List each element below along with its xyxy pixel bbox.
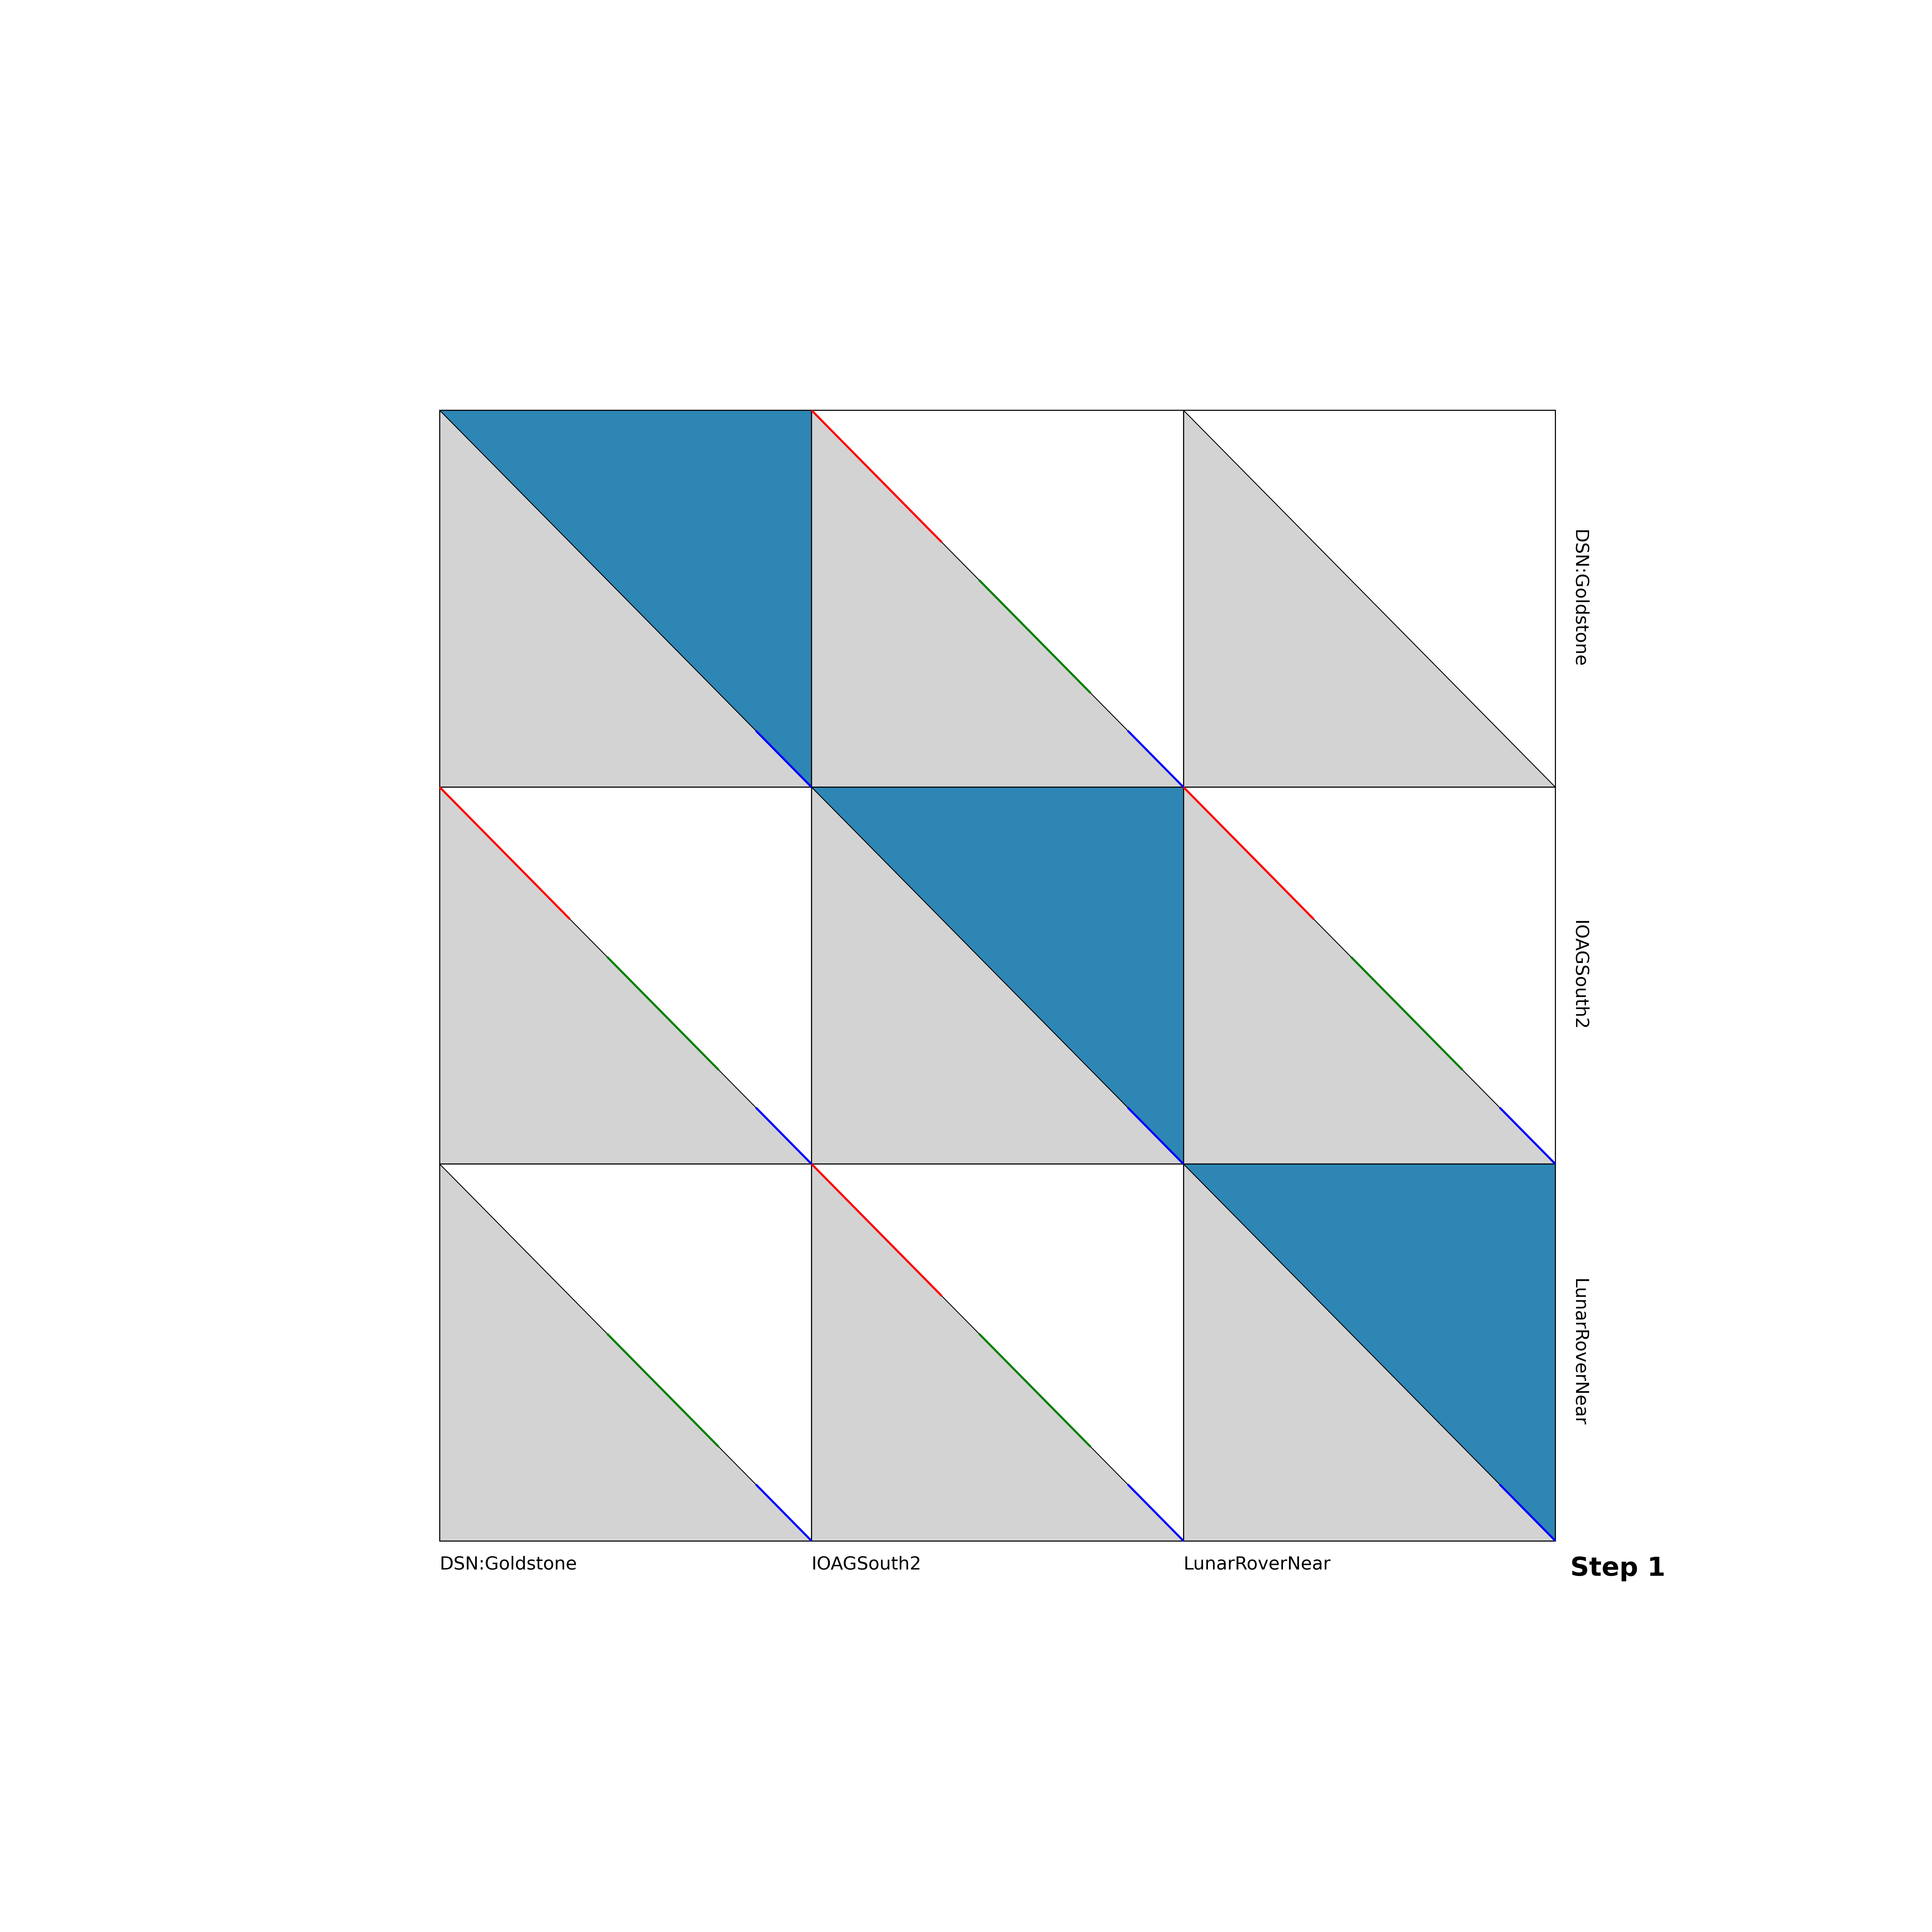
Polygon shape	[811, 786, 1184, 1165]
Polygon shape	[811, 1165, 1184, 1542]
Text: LunarRoverNear: LunarRoverNear	[1184, 1555, 1331, 1573]
Polygon shape	[1184, 410, 1555, 786]
Polygon shape	[1184, 786, 1555, 1165]
Polygon shape	[1184, 1165, 1555, 1542]
Polygon shape	[440, 410, 811, 786]
Text: DSN:Goldstone: DSN:Goldstone	[1571, 529, 1588, 667]
Polygon shape	[1184, 1165, 1555, 1542]
Polygon shape	[440, 786, 811, 1165]
Text: IOAGSouth2: IOAGSouth2	[1571, 922, 1588, 1030]
Polygon shape	[440, 1165, 811, 1542]
Text: Step 1: Step 1	[1571, 1555, 1665, 1580]
Polygon shape	[811, 786, 1184, 1165]
Polygon shape	[811, 410, 1184, 786]
Polygon shape	[440, 1165, 811, 1542]
Polygon shape	[1184, 410, 1555, 786]
Text: IOAGSouth2: IOAGSouth2	[811, 1555, 922, 1573]
Text: LunarRoverNear: LunarRoverNear	[1571, 1279, 1588, 1426]
Polygon shape	[811, 1165, 1184, 1542]
Polygon shape	[1184, 786, 1555, 1165]
Polygon shape	[811, 410, 1184, 786]
Polygon shape	[440, 410, 811, 786]
Polygon shape	[440, 786, 811, 1165]
Text: DSN:Goldstone: DSN:Goldstone	[440, 1555, 578, 1573]
